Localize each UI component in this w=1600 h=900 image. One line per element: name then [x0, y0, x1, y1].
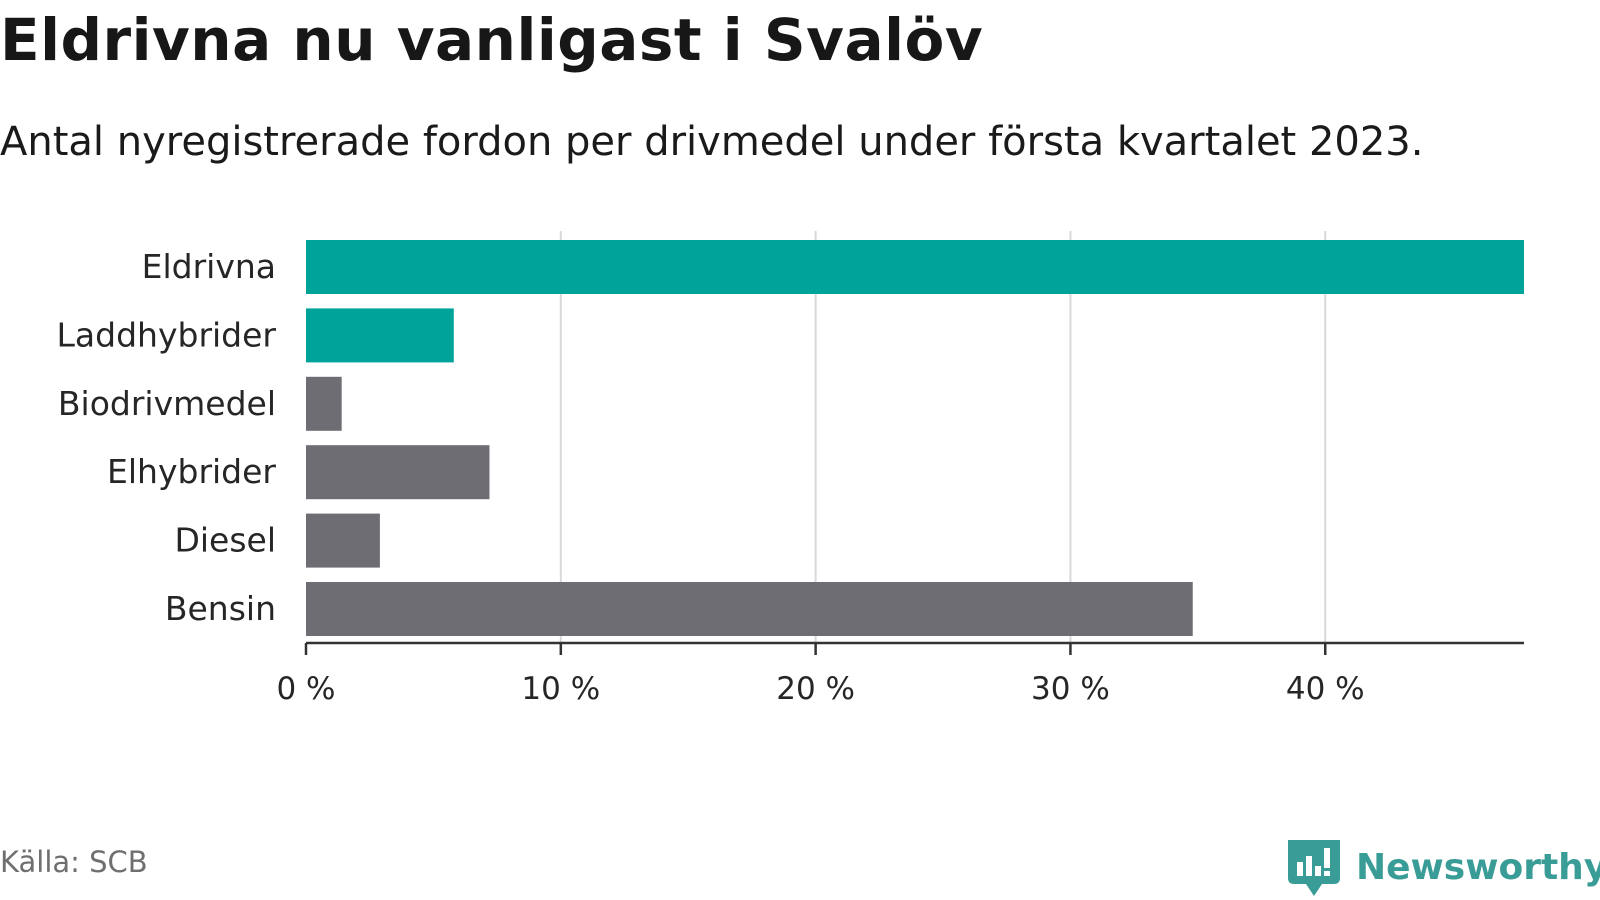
category-label: Laddhybrider: [57, 315, 277, 354]
bar-elhybrider: [306, 445, 490, 500]
x-tick-label: 0 %: [276, 671, 335, 707]
x-tick-label: 20 %: [776, 671, 855, 707]
category-label: Elhybrider: [107, 452, 276, 491]
bars: [306, 240, 1524, 636]
chart-subtitle: Antal nyregistrerade fordon per drivmede…: [0, 119, 1424, 165]
x-tick-label: 30 %: [1031, 671, 1110, 707]
x-axis: 0 % 10 % 20 % 30 % 40 %: [276, 641, 1524, 707]
x-tick-label: 10 %: [521, 671, 600, 707]
chart-title: Eldrivna nu vanligast i Svalöv: [0, 6, 984, 74]
grid-lines: [559, 231, 1327, 643]
category-label: Bensin: [165, 589, 276, 628]
source-note: Källa: SCB: [0, 845, 148, 879]
bar-diesel: [306, 513, 380, 568]
newsworthy-logo-icon: [1288, 840, 1340, 896]
category-labels: Eldrivna Laddhybrider Biodrivmedel Elhybrid…: [57, 247, 277, 628]
category-label: Eldrivna: [142, 247, 276, 286]
bar-biodrivmedel: [306, 376, 342, 431]
category-label: Diesel: [174, 521, 276, 560]
bar-eldrivna: [306, 240, 1524, 294]
x-tick-label: 40 %: [1286, 671, 1365, 707]
newsworthy-logo: Newsworthy: [1288, 838, 1600, 898]
category-label: Biodrivmedel: [58, 384, 276, 423]
brand-name: Newsworthy: [1356, 847, 1600, 888]
bar-bensin: [306, 582, 1193, 636]
bar-laddhybrider: [306, 308, 454, 363]
